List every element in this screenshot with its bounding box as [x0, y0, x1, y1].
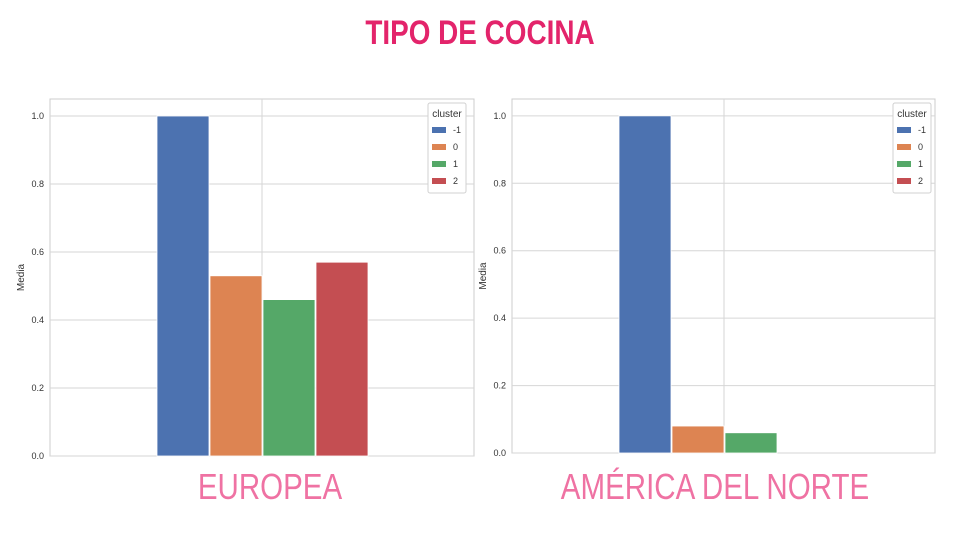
bar-cluster-1	[262, 299, 316, 457]
legend-label: 1	[453, 159, 458, 169]
y-axis-label: Media	[478, 262, 489, 290]
chart-america-del-norte: 0.0 0.2 0.4 0.6 0.8 1.0 Media cluster -1 0 1 2	[478, 98, 936, 458]
bar-cluster-0	[209, 275, 263, 457]
legend-label: 0	[453, 142, 458, 152]
y-tick-label: 0.2	[493, 381, 506, 391]
y-tick-label: 0.0	[493, 448, 506, 458]
y-tick-label: 0.4	[31, 315, 44, 325]
bar-cluster-neg1	[618, 115, 672, 454]
legend: cluster -1 0 1 2	[892, 102, 932, 194]
legend-label: 1	[918, 159, 923, 169]
bar-cluster-2	[315, 261, 369, 457]
legend-swatch	[897, 144, 911, 150]
legend-swatch	[432, 144, 446, 150]
chart-caption-europea: EUROPEA	[197, 466, 343, 507]
page-title: TIPO DE COCINA	[365, 14, 595, 52]
legend-title: cluster	[432, 109, 462, 120]
legend-label: 2	[453, 176, 458, 186]
legend: cluster -1 0 1 2	[427, 102, 467, 194]
legend-box	[427, 102, 467, 194]
y-tick-label: 1.0	[31, 111, 44, 121]
legend-box	[892, 102, 932, 194]
bar-cluster-0	[671, 425, 725, 454]
y-tick-label: 0.4	[493, 313, 506, 323]
legend-swatch	[432, 127, 446, 133]
y-tick-label: 1.0	[493, 111, 506, 121]
y-axis-label: Media	[16, 263, 27, 291]
legend-label: 2	[918, 176, 923, 186]
chart-caption-america-del-norte: AMÉRICA DEL NORTE	[560, 466, 870, 507]
legend-label: -1	[918, 125, 926, 135]
y-tick-label: 0.8	[493, 178, 506, 188]
legend-swatch	[432, 161, 446, 167]
legend-label: -1	[453, 125, 461, 135]
legend-title: cluster	[897, 109, 927, 120]
y-tick-label: 0.8	[31, 179, 44, 189]
y-tick-label: 0.6	[493, 246, 506, 256]
y-tick-label: 0.6	[31, 247, 44, 257]
legend-swatch	[897, 178, 911, 184]
y-tick-label: 0.0	[31, 451, 44, 461]
bar-cluster-1	[724, 432, 778, 454]
legend-swatch	[432, 178, 446, 184]
legend-swatch	[897, 161, 911, 167]
legend-swatch	[897, 127, 911, 133]
y-tick-label: 0.2	[31, 383, 44, 393]
legend-label: 0	[918, 142, 923, 152]
chart-europea: 0.0 0.2 0.4 0.6 0.8 1.0 Media cluster -1 0 1 2	[16, 98, 475, 461]
bar-cluster-neg1	[156, 115, 210, 457]
